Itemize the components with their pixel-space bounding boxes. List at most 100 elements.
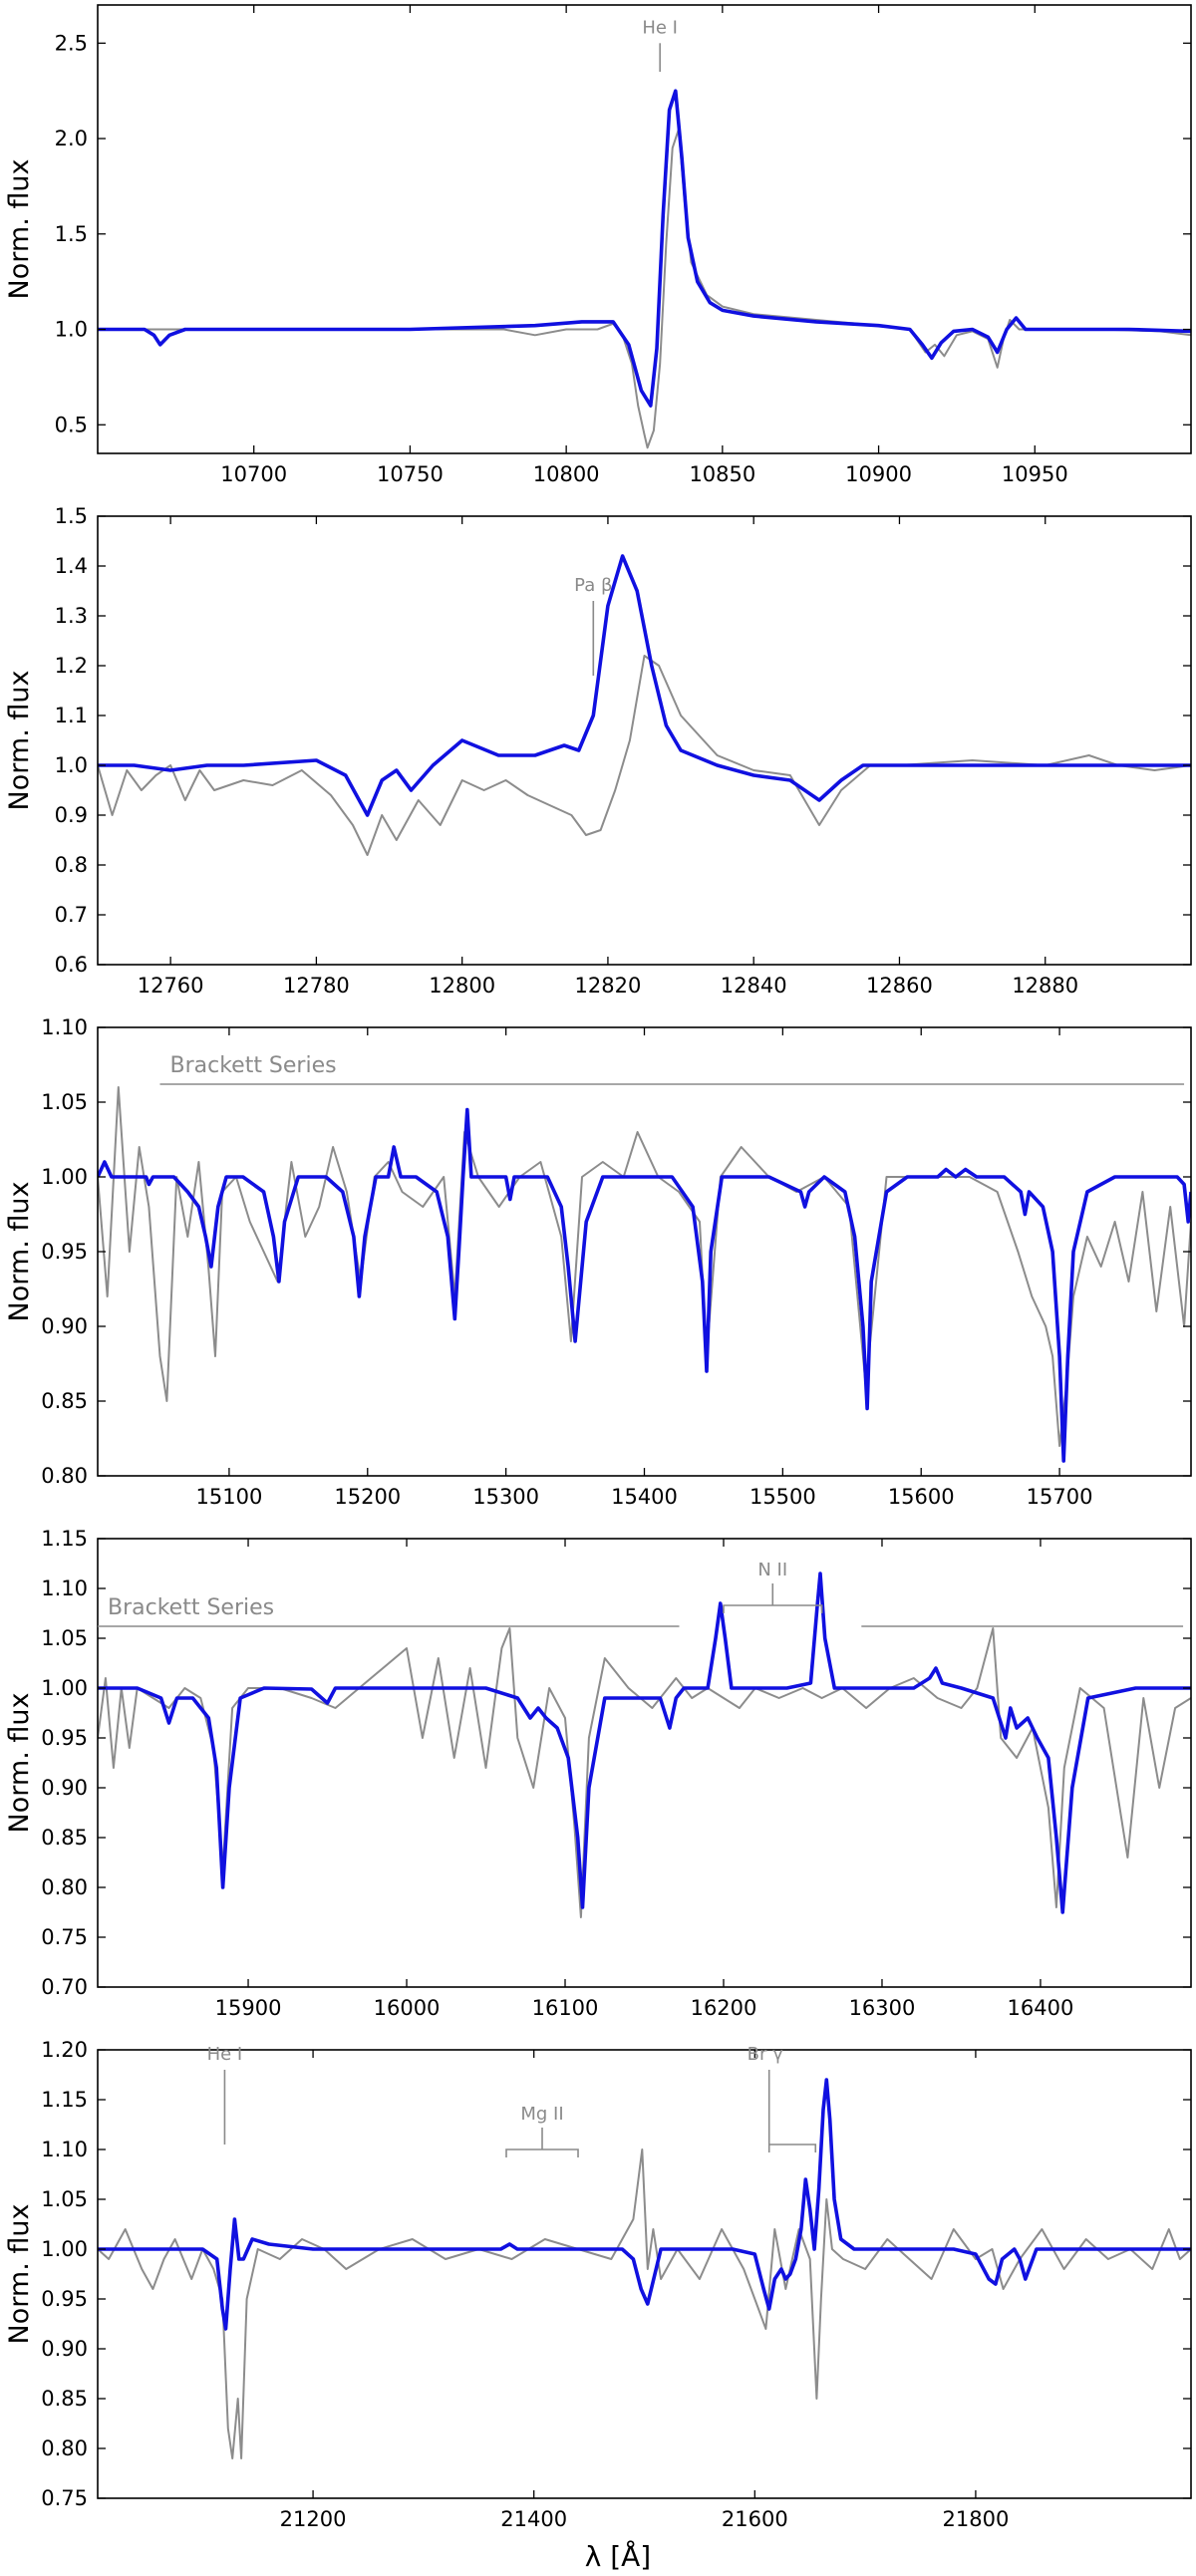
y-tick-label: 1.5 bbox=[55, 504, 88, 528]
x-axis-label: λ [Å] bbox=[585, 2539, 651, 2573]
x-tick-label: 16000 bbox=[374, 1996, 441, 2020]
y-axis-label: Norm. flux bbox=[4, 1182, 35, 1322]
x-tick-label: 15900 bbox=[215, 1996, 282, 2020]
y-axis-label: Norm. flux bbox=[4, 1693, 35, 1834]
y-tick-label: 0.80 bbox=[41, 1875, 88, 1899]
line-bracket bbox=[723, 1583, 823, 1613]
model-spectrum-line bbox=[98, 89, 1191, 408]
y-tick-label: 1.0 bbox=[55, 318, 88, 342]
y-tick-label: 1.2 bbox=[55, 654, 88, 678]
observed-spectrum-line bbox=[98, 2148, 1191, 2459]
y-tick-label: 0.95 bbox=[41, 1726, 88, 1750]
observed-spectrum-line bbox=[98, 1627, 1191, 1918]
y-tick-label: 1.0 bbox=[55, 753, 88, 777]
observed-spectrum-line bbox=[98, 1086, 1191, 1447]
x-tick-label: 15600 bbox=[888, 1485, 955, 1509]
x-tick-label: 12800 bbox=[429, 974, 495, 998]
observed-spectrum-line bbox=[98, 655, 1191, 856]
plot-frame bbox=[97, 4, 1192, 454]
line-marker-label: He I bbox=[642, 17, 678, 38]
panel-1: 10700 10750 10800 10850 10900 10950 0.5 1.0 1.5 2… bbox=[4, 4, 1192, 486]
x-tick-label: 15100 bbox=[196, 1485, 263, 1509]
x-tick-label: 12760 bbox=[138, 974, 204, 998]
panels: 10700 10750 10800 10850 10900 10950 0.5 1.0 1.5 2… bbox=[4, 4, 1192, 2531]
y-tick-label: 1.1 bbox=[55, 704, 88, 727]
y-tick-label: 2.5 bbox=[55, 31, 88, 55]
model-spectrum-line bbox=[98, 1572, 1191, 1914]
plot-frame bbox=[97, 2049, 1192, 2499]
y-tick-label: 1.10 bbox=[41, 2138, 88, 2161]
y-tick-label: 0.5 bbox=[55, 413, 88, 436]
panel-4: 15900 16000 16100 16200 16300 16400 0.70 0.75 0.… bbox=[4, 1527, 1192, 2020]
y-tick-label: 0.80 bbox=[41, 1464, 88, 1488]
y-tick-label: 0.90 bbox=[41, 1314, 88, 1338]
x-tick-label: 15300 bbox=[472, 1485, 539, 1509]
model-spectrum-line bbox=[98, 1107, 1191, 1463]
line-bracket-label: Br γ bbox=[748, 2044, 783, 2065]
observed-spectrum-line bbox=[98, 128, 1191, 449]
y-tick-label: 1.00 bbox=[41, 1165, 88, 1189]
x-tick-label: 21800 bbox=[943, 2507, 1010, 2531]
y-tick-label: 1.00 bbox=[41, 2237, 88, 2261]
y-tick-label: 0.75 bbox=[41, 2486, 88, 2510]
line-bracket-label: Mg II bbox=[520, 2104, 563, 2125]
x-tick-label: 21600 bbox=[722, 2507, 788, 2531]
y-tick-label: 2.0 bbox=[55, 127, 88, 150]
model-spectrum-line bbox=[98, 554, 1191, 817]
y-tick-label: 0.85 bbox=[41, 1389, 88, 1413]
y-tick-label: 0.85 bbox=[41, 1826, 88, 1850]
line-marker-label: He I bbox=[207, 2044, 243, 2065]
x-tick-label: 16300 bbox=[849, 1996, 916, 2020]
y-tick-label: 0.6 bbox=[55, 953, 88, 977]
plot-frame bbox=[97, 1538, 1192, 1988]
brackett-series-label: Brackett Series bbox=[108, 1595, 274, 1620]
y-tick-label: 1.10 bbox=[41, 1015, 88, 1039]
model-spectrum-line bbox=[98, 2078, 1191, 2331]
y-axis-label: Norm. flux bbox=[4, 671, 35, 811]
brackett-series-label: Brackett Series bbox=[169, 1053, 336, 1078]
y-tick-label: 1.5 bbox=[55, 222, 88, 246]
y-axis-label: Norm. flux bbox=[4, 159, 35, 300]
panel-5: 21200 21400 21600 21800 0.75 0.80 0.85 0.90 0.95… bbox=[4, 2038, 1192, 2531]
y-tick-label: 1.05 bbox=[41, 1626, 88, 1650]
x-tick-label: 12840 bbox=[721, 974, 787, 998]
line-bracket-label: N II bbox=[757, 1560, 787, 1580]
y-tick-label: 0.75 bbox=[41, 1925, 88, 1949]
x-tick-label: 21400 bbox=[500, 2507, 567, 2531]
y-tick-label: 0.9 bbox=[55, 803, 88, 827]
x-tick-label: 12880 bbox=[1012, 974, 1078, 998]
x-tick-label: 12820 bbox=[575, 974, 642, 998]
x-tick-label: 15400 bbox=[611, 1485, 678, 1509]
y-tick-label: 0.85 bbox=[41, 2387, 88, 2411]
x-tick-label: 15700 bbox=[1027, 1485, 1093, 1509]
y-tick-label: 1.05 bbox=[41, 2187, 88, 2211]
line-bracket bbox=[505, 2128, 579, 2157]
y-axis-label: Norm. flux bbox=[4, 2204, 35, 2345]
x-tick-label: 16400 bbox=[1008, 1996, 1074, 2020]
y-tick-label: 1.10 bbox=[41, 1576, 88, 1600]
x-tick-label: 10950 bbox=[1002, 462, 1068, 486]
y-tick-label: 0.90 bbox=[41, 1776, 88, 1800]
y-tick-label: 0.95 bbox=[41, 1240, 88, 1264]
x-tick-label: 10750 bbox=[377, 462, 444, 486]
plot-frame bbox=[97, 515, 1192, 966]
x-tick-label: 15200 bbox=[334, 1485, 401, 1509]
y-tick-label: 1.05 bbox=[41, 1090, 88, 1114]
y-tick-label: 1.15 bbox=[41, 2088, 88, 2112]
panel-3: 15100 15200 15300 15400 15500 15600 15700 0.80 0… bbox=[4, 1015, 1192, 1509]
y-tick-label: 1.15 bbox=[41, 1527, 88, 1551]
y-tick-label: 1.4 bbox=[55, 554, 88, 578]
line-bracket bbox=[767, 2070, 817, 2152]
y-tick-label: 0.70 bbox=[41, 1975, 88, 1999]
x-tick-label: 10800 bbox=[533, 462, 600, 486]
x-tick-label: 21200 bbox=[280, 2507, 347, 2531]
x-tick-label: 16100 bbox=[532, 1996, 599, 2020]
x-tick-label: 10900 bbox=[845, 462, 912, 486]
line-marker-label: Pa β bbox=[574, 575, 612, 596]
y-tick-label: 0.90 bbox=[41, 2337, 88, 2361]
y-tick-label: 1.3 bbox=[55, 604, 88, 628]
x-tick-label: 12860 bbox=[866, 974, 933, 998]
panel-2: 12760 12780 12800 12820 12840 12860 12880 0.6 0.… bbox=[4, 504, 1192, 998]
y-tick-label: 1.20 bbox=[41, 2038, 88, 2062]
